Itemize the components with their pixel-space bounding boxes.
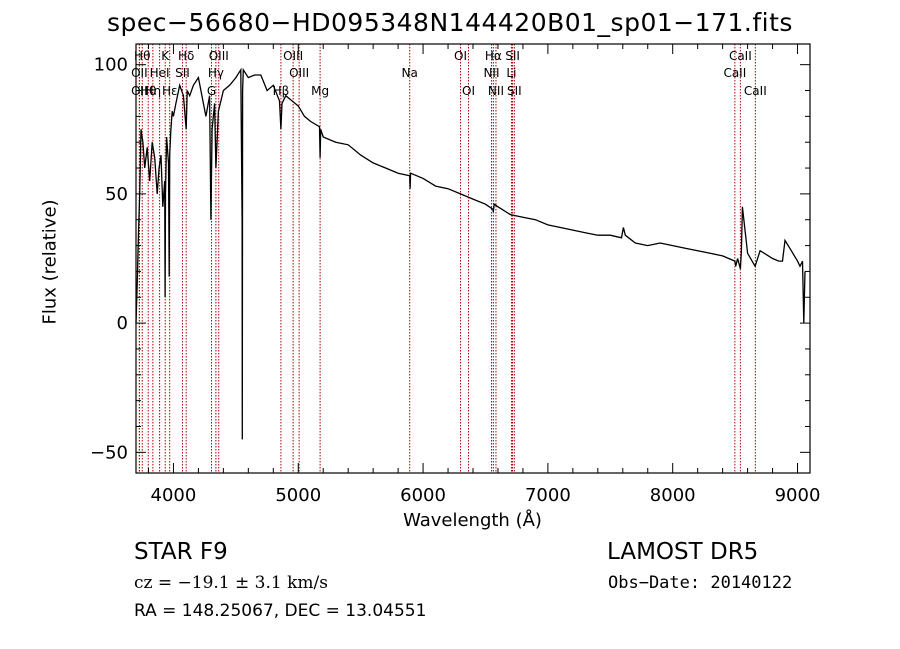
x-tick-label: 5000 [275,485,321,506]
spectral-line-label: OI [454,49,467,63]
plot-frame [135,43,811,474]
y-tick-label: −50 [90,442,128,463]
spectral-line-label: Hδ [178,49,194,63]
x-tick-label: 9000 [775,485,821,506]
spectral-line-markers [138,44,756,473]
y-axis: −50 0 50 100 [90,55,810,463]
object-class-text: STAR F9 [134,539,228,565]
spectral-line-label: CaII [729,49,752,63]
spectral-line-label: Li [506,66,516,80]
spectral-line-label: Hη [145,84,162,98]
spectral-line-label: SII [505,49,520,63]
redshift-text: cz = −19.1 ± 3.1 km/s [134,573,328,593]
y-tick-label: 50 [105,184,128,205]
spectral-line-label: OIII [283,49,303,63]
x-tick-label: 8000 [650,485,696,506]
spectral-line-label: OIII [289,66,309,80]
spectral-line-label: K [161,49,170,63]
spectrum-series-line [135,67,806,440]
x-tick-label: 7000 [525,485,571,506]
spectral-line-label: OI [462,84,475,98]
y-tick-label: 100 [94,55,128,76]
x-tick-label: 4000 [151,485,197,506]
x-axis-label: Wavelength (Å) [403,510,542,531]
spectral-line-label: NII [488,84,504,98]
spectral-line-label: Hε [162,84,178,98]
spectral-line-label: SII [507,84,522,98]
coordinates-text: RA = 148.25067, DEC = 13.04551 [134,601,427,621]
y-axis-label: Flux (relative) [39,199,61,325]
spectral-line-label: Mg [311,84,329,98]
x-tick-label: 6000 [400,485,446,506]
spectral-line-label: CaII [744,84,767,98]
spectral-line-label: Hθ [134,49,150,63]
survey-text: LAMOST DR5 [607,539,759,565]
spectral-line-label: Na [402,66,418,80]
y-tick-label: 0 [117,313,128,334]
spectral-line-label: HeI [150,66,170,80]
spectral-line-label: Hθ [140,84,156,98]
spectral-line-label: OII [131,66,148,80]
spectral-line-label: SII [175,66,190,80]
x-axis: 4000 5000 6000 7000 8000 9000 [147,44,821,506]
observation-date-text: Obs−Date: 20140122 [608,573,793,593]
spectral-line-label: Hγ [208,66,224,80]
spectral-line-label: G [207,84,216,98]
spectral-line-label: NII [483,66,499,80]
chart-title: spec−56680−HD095348N144420B01_sp01−171.f… [107,8,793,37]
spectral-line-label: CaII [723,66,746,80]
spectral-line-label: OIII [209,49,229,63]
spectral-line-label: Hα [485,49,502,63]
